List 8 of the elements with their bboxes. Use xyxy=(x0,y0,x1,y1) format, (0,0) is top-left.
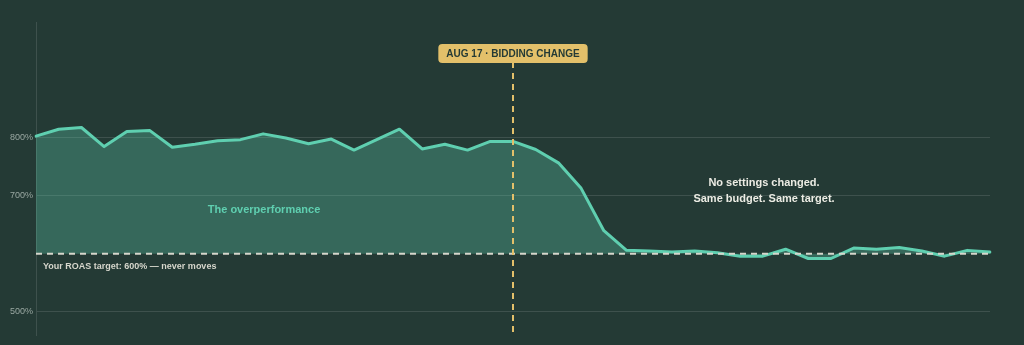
annotation: AUG 17 · BIDDING CHANGE xyxy=(446,47,580,59)
annotation: The overperformance xyxy=(207,203,321,216)
y-tick-label: 500% xyxy=(9,306,33,317)
annotation: No settings changed. xyxy=(708,176,820,189)
y-tick-label: 700% xyxy=(9,190,33,201)
ref-line-label: Your ROAS target: 600% — never moves xyxy=(43,261,217,272)
annotation: Same budget. Same target. xyxy=(693,192,835,205)
y-tick-label: 800% xyxy=(9,132,33,143)
